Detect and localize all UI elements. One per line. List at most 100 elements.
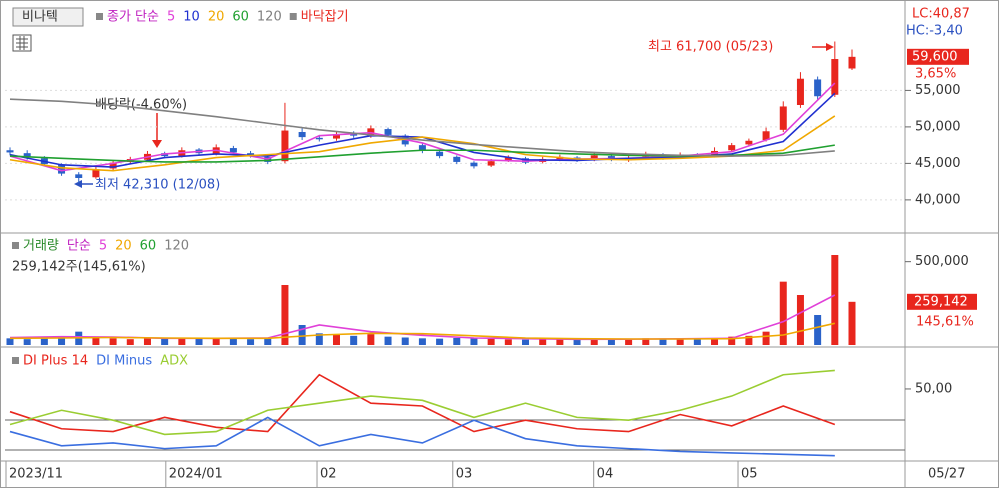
last-date: 05/27 <box>928 467 965 482</box>
legend-entry: 60 <box>232 10 249 25</box>
line-series <box>9 115 836 172</box>
last-price: 59,600 <box>912 49 958 64</box>
volume-bar <box>590 338 598 345</box>
volume-bar <box>298 325 306 345</box>
legend-marker <box>96 13 103 20</box>
candle-body <box>453 156 461 162</box>
stock-name-box[interactable] <box>12 7 84 27</box>
candle-body <box>418 145 426 151</box>
volume-bar <box>332 335 340 345</box>
volume-bar <box>556 339 564 345</box>
volume-bar <box>40 338 48 345</box>
last-volume-box <box>907 293 977 310</box>
volume-bar <box>453 338 461 345</box>
volume-bar <box>470 337 478 345</box>
volume-bar <box>418 338 426 345</box>
stock-name: 비나텍 <box>22 10 58 25</box>
legend-entry: ADX <box>160 354 188 369</box>
candle-body <box>6 150 14 153</box>
candle-body <box>848 56 856 69</box>
legend-entry: 5 <box>167 10 175 25</box>
volume-bar <box>384 336 392 345</box>
annotation-arrow-head <box>74 180 82 188</box>
volume-bar <box>762 331 770 345</box>
annotation: 최저 42,310 (12/08) <box>95 178 220 193</box>
legend-entry: 10 <box>183 10 200 25</box>
volume-bar <box>109 338 117 345</box>
change-label: 145,61% <box>916 314 974 329</box>
candle-body <box>504 157 512 161</box>
legend-entry: 5 <box>99 239 107 254</box>
volume-bar <box>143 338 151 345</box>
y-tick-label: 45,000 <box>915 156 961 171</box>
last-volume: 259,142 <box>914 294 968 309</box>
annotation-arrow-head <box>152 140 162 148</box>
legend-entry: 120 <box>164 239 189 254</box>
last-price-box <box>907 48 969 65</box>
volume-bar <box>6 338 14 345</box>
x-tick-label: 02 <box>320 467 337 482</box>
volume-bar <box>539 339 547 345</box>
legend-entry: DI Minus <box>96 354 152 369</box>
volume-bar <box>625 339 633 345</box>
volume-bar <box>728 336 736 345</box>
line-series <box>9 98 835 157</box>
legend-entry: 바닥잡기 <box>301 10 349 25</box>
volume-bar <box>693 338 701 345</box>
volume-info: 259,142주(145,61%) <box>12 260 146 275</box>
volume-bar <box>367 334 375 345</box>
volume-bar <box>247 339 255 345</box>
y-tick-label: 50,00 <box>915 381 952 396</box>
lc-label: LC:40,87 <box>912 7 970 22</box>
volume-bar <box>796 295 804 345</box>
candle-body <box>350 133 358 136</box>
y-tick-label: 50,000 <box>915 119 961 134</box>
volume-bar <box>436 338 444 345</box>
candle-body <box>814 79 822 97</box>
grid-icon-lines <box>16 36 28 50</box>
volume-bar <box>504 339 512 345</box>
volume-bar <box>711 338 719 345</box>
x-tick-label: 04 <box>597 467 614 482</box>
volume-bar <box>229 338 237 345</box>
volume-bar <box>779 281 787 345</box>
volume-bar <box>23 339 31 345</box>
candle-body <box>470 162 478 167</box>
annotation: 최고 61,700 (05/23) <box>648 40 773 55</box>
legend-entry: 120 <box>257 10 282 25</box>
volume-bar <box>315 333 323 345</box>
volume-bar <box>92 336 100 345</box>
candle-body <box>796 78 804 105</box>
candle-body <box>92 169 100 178</box>
candle-body <box>229 148 237 153</box>
x-tick-label: 2023/11 <box>9 467 63 482</box>
volume-bar <box>212 337 220 345</box>
volume-bar <box>848 301 856 345</box>
candle-body <box>831 59 839 95</box>
candle-body <box>384 129 392 135</box>
legend-entry: 20 <box>115 239 132 254</box>
legend-entry: 거래량 <box>23 239 59 254</box>
hc-label: HC:-3,40 <box>906 24 963 39</box>
volume-bar <box>281 285 289 345</box>
annotation: 배당락(-4,60%) <box>95 98 187 113</box>
line-series <box>9 369 835 436</box>
x-tick-label: 05 <box>741 467 758 482</box>
volume-bar <box>831 255 839 345</box>
candle-body <box>315 137 323 140</box>
y-tick-label: 55,000 <box>915 83 961 98</box>
candle-body <box>728 145 736 151</box>
candle-body <box>23 153 31 158</box>
candle-body <box>590 155 598 160</box>
volume-bar <box>161 338 169 345</box>
volume-bar <box>58 337 66 345</box>
line-series <box>9 322 835 340</box>
volume-bar <box>178 339 186 345</box>
legend-marker <box>12 242 19 249</box>
candle-body <box>281 130 289 162</box>
candle-body <box>779 106 787 130</box>
volume-bar <box>642 338 650 345</box>
candle-body <box>109 162 117 169</box>
volume-bar <box>195 338 203 345</box>
